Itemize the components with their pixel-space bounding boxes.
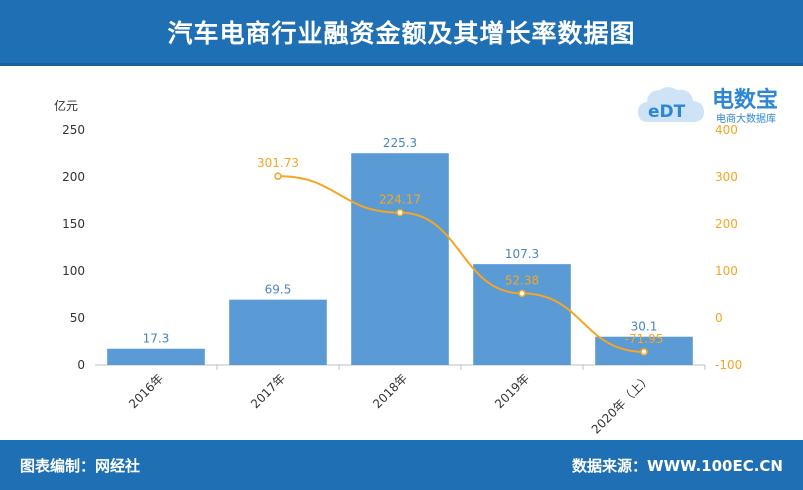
bar [473, 264, 571, 365]
y2-tick-label: 400 [715, 123, 738, 137]
bar-value-label: 225.3 [383, 136, 417, 150]
y-axis-unit-label: 亿元 [54, 98, 78, 113]
footer-bar: 图表编制：网经社 数据来源：WWW.100EC.CN [0, 440, 803, 490]
growth-rate-label: -71.95 [625, 332, 664, 346]
page-title: 汽车电商行业融资金额及其增长率数据图 [167, 18, 636, 48]
growth-rate-line [277, 175, 645, 353]
y2-tick-label: 300 [715, 170, 738, 184]
bar-value-label: 30.1 [631, 320, 658, 334]
bar-value-label: 107.3 [505, 247, 539, 261]
bar-value-label: 69.5 [265, 283, 292, 297]
logo-sub-text: 电商大数据库 [716, 114, 776, 125]
chart-area: 亿元 0 50 100 150 200 250 -100 0 100 200 300 400 17.3 69… [0, 66, 803, 440]
y-tick-label: 200 [62, 170, 85, 184]
growth-rate-point [274, 172, 282, 180]
growth-rate-point [396, 208, 404, 217]
y2-tick-label: -100 [715, 358, 742, 372]
x-category-label: 2018年 [370, 371, 410, 411]
growth-rate-label: 224.17 [379, 193, 421, 207]
header-bar: 汽车电商行业融资金额及其增长率数据图 [0, 0, 803, 66]
bar [229, 299, 327, 365]
footer-source: 数据来源：WWW.100EC.CN [572, 456, 783, 475]
brand-logo: eDT 电数宝 电商大数据库 [636, 80, 796, 130]
y-tick-label: 50 [70, 311, 85, 325]
growth-rate-point [518, 289, 526, 298]
bar-value-label: 17.3 [143, 332, 170, 346]
combo-chart: 亿元 0 50 100 150 200 250 -100 0 100 200 300 400 17.3 69… [54, 98, 742, 437]
y-tick-label: 0 [77, 358, 85, 372]
cloud-logo-icon: eDT [638, 87, 704, 122]
x-category-label: 2020年（上） [589, 371, 654, 436]
logo-main-text: 电数宝 [712, 88, 779, 113]
y2-tick-label: 200 [715, 217, 738, 231]
logo-badge-text: eDT [648, 102, 686, 122]
growth-rate-label: 52.38 [505, 273, 539, 287]
growth-rate-point [640, 348, 648, 356]
y-tick-label: 250 [62, 123, 85, 137]
y-tick-label: 150 [62, 217, 85, 231]
x-category-label: 2016年 [126, 371, 166, 411]
y2-tick-label: 0 [715, 311, 723, 325]
bar [107, 348, 205, 365]
footer-credit: 图表编制：网经社 [20, 456, 141, 475]
y-tick-label: 100 [62, 264, 85, 278]
x-category-label: 2019年 [492, 371, 532, 411]
x-category-label: 2017年 [248, 371, 288, 411]
y2-tick-label: 100 [715, 264, 738, 278]
bar [351, 153, 449, 365]
growth-rate-label: 301.73 [257, 156, 299, 170]
